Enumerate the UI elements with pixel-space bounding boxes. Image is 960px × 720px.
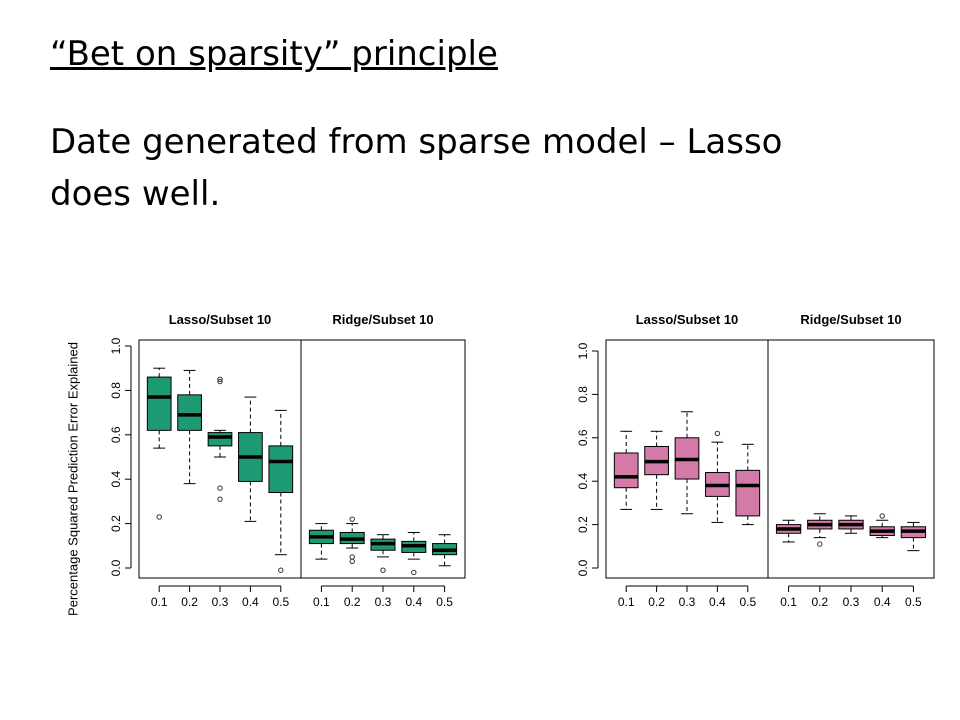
- outlier-point: [879, 513, 885, 519]
- box: [146, 376, 172, 431]
- panel-title: Ridge/Subset 10: [332, 312, 433, 327]
- y-axis-label: Percentage Squared Prediction Error Expl…: [65, 342, 80, 616]
- outlier-point: [349, 554, 355, 560]
- box: [735, 469, 761, 517]
- y-tick-label: 1.0: [109, 337, 123, 354]
- outlier-point: [349, 516, 355, 522]
- x-tick-label: 0.4: [874, 595, 891, 609]
- x-tick-label: 0.5: [436, 595, 453, 609]
- x-tick-label: 0.4: [405, 595, 422, 609]
- outlier-point: [217, 485, 223, 491]
- y-tick-label: 0.0: [576, 559, 590, 576]
- x-tick-label: 0.1: [780, 595, 797, 609]
- x-tick-label: 0.4: [242, 595, 259, 609]
- outlier-point: [156, 514, 162, 520]
- x-tick-label: 0.5: [739, 595, 756, 609]
- y-tick-label: 0.4: [576, 473, 590, 490]
- y-tick-label: 0.4: [109, 471, 123, 488]
- slide-title: “Bet on sparsity” principle: [50, 34, 498, 74]
- panel-title: Lasso/Subset 10: [636, 312, 739, 327]
- outlier-point: [714, 430, 721, 437]
- outlier-point: [217, 378, 223, 385]
- y-tick-label: 0.2: [109, 515, 123, 532]
- plot-frame-2: [605, 339, 935, 579]
- outlier-point: [817, 541, 823, 547]
- x-tick-label: 0.2: [344, 595, 361, 609]
- outlier-point: [349, 558, 355, 565]
- panel-title: Ridge/Subset 10: [800, 312, 901, 327]
- x-tick-label: 0.4: [709, 595, 726, 609]
- y-tick-label: 0.2: [576, 516, 590, 533]
- outlier-point: [278, 567, 284, 573]
- y-tick-label: 0.8: [576, 386, 590, 403]
- x-tick-label: 0.2: [181, 595, 198, 609]
- outlier-point: [217, 376, 223, 382]
- x-tick-label: 0.1: [313, 595, 330, 609]
- x-tick-label: 0.3: [843, 595, 860, 609]
- x-tick-label: 0.2: [648, 595, 665, 609]
- x-tick-label: 0.5: [905, 595, 922, 609]
- box: [207, 432, 233, 447]
- plot-frame-1: [138, 339, 466, 579]
- x-tick-label: 0.3: [375, 595, 392, 609]
- y-tick-label: 0.6: [576, 429, 590, 446]
- outlier-point: [380, 567, 386, 573]
- outlier-point: [217, 496, 223, 502]
- x-tick-label: 0.2: [811, 595, 828, 609]
- box: [613, 452, 639, 489]
- x-tick-label: 0.1: [618, 595, 635, 609]
- box: [268, 445, 294, 494]
- slide-body-text: Date generated from sparse model – Lasso…: [50, 122, 783, 214]
- outlier-point: [411, 569, 417, 576]
- y-tick-label: 0.6: [109, 426, 123, 443]
- y-tick-label: 0.0: [109, 559, 123, 576]
- box: [177, 394, 202, 431]
- y-tick-label: 1.0: [576, 342, 590, 359]
- x-tick-label: 0.5: [272, 595, 289, 609]
- y-tick-label: 0.8: [109, 382, 123, 399]
- x-tick-label: 0.1: [151, 595, 168, 609]
- x-tick-label: 0.3: [212, 595, 229, 609]
- x-tick-label: 0.3: [679, 595, 696, 609]
- panel-title: Lasso/Subset 10: [169, 312, 272, 327]
